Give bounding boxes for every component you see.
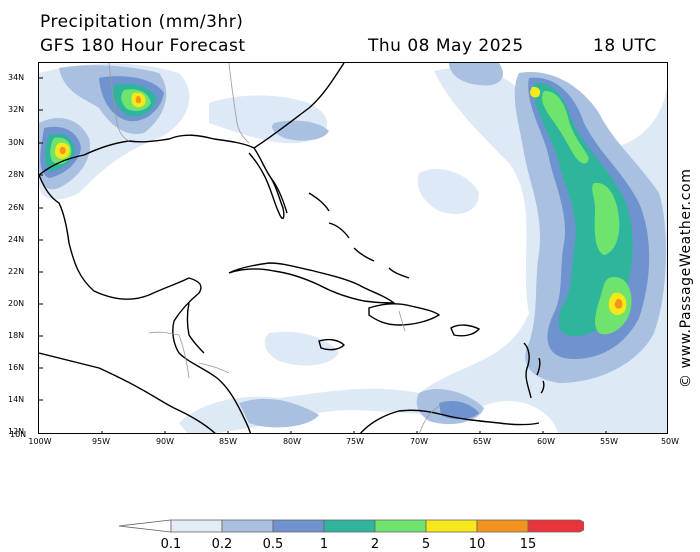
legend-swatch [425, 519, 478, 533]
lat-label: 30N [8, 138, 25, 147]
lat-label: 14N [8, 395, 25, 404]
borders [108, 63, 445, 433]
lat-label: 32N [8, 105, 25, 114]
legend-swatch [118, 519, 172, 533]
lat-label: 12N [8, 427, 25, 436]
lat-label: 26N [8, 203, 25, 212]
legend-swatch [374, 519, 427, 533]
legend-swatch [476, 519, 529, 533]
lat-label: 16N [8, 363, 25, 372]
lon-label: 100W [28, 437, 52, 446]
legend-colorbar [118, 519, 584, 533]
forecast-time: 18 UTC [593, 36, 657, 56]
lon-label: 75W [345, 437, 365, 446]
lon-label: 65W [472, 437, 492, 446]
legend-label: 0.2 [211, 537, 233, 552]
forecast-date: Thu 08 May 2025 [368, 36, 524, 56]
legend-swatch [221, 519, 274, 533]
lat-label: 20N [8, 299, 25, 308]
lon-label: 70W [409, 437, 429, 446]
legend-label: 2 [370, 537, 380, 552]
lon-label: 90W [155, 437, 175, 446]
legend-label: 15 [519, 537, 537, 552]
legend-label: 1 [319, 537, 329, 552]
legend-label: 5 [421, 537, 431, 552]
lat-label: 22N [8, 267, 25, 276]
legend-swatch [272, 519, 325, 533]
legend-swatch [527, 519, 584, 533]
lon-label: 80W [282, 437, 302, 446]
coastlines [39, 63, 545, 433]
map-canvas [39, 63, 667, 433]
lat-label: 24N [8, 235, 25, 244]
legend-swatch [170, 519, 223, 533]
forecast-subtitle: GFS 180 Hour Forecast [40, 36, 246, 56]
legend-swatch [323, 519, 376, 533]
map-title: Precipitation (mm/3hr) [40, 12, 244, 32]
grid-ticks [39, 77, 607, 433]
lon-label: 95W [91, 437, 111, 446]
lat-label: 28N [8, 170, 25, 179]
legend-label: 0.5 [262, 537, 284, 552]
precip-heavy [55, 86, 627, 315]
lon-label: 50W [660, 437, 680, 446]
legend-label: 0.1 [160, 537, 182, 552]
lon-label: 85W [218, 437, 238, 446]
lon-label: 60W [536, 437, 556, 446]
lon-label: 55W [599, 437, 619, 446]
lat-label: 34N [8, 73, 25, 82]
legend-label: 10 [468, 537, 486, 552]
credit-text: © www.PassageWeather.com [678, 168, 694, 388]
lat-label-bottom: 10N [10, 430, 27, 439]
lat-label: 18N [8, 331, 25, 340]
precipitation-map [38, 62, 668, 434]
